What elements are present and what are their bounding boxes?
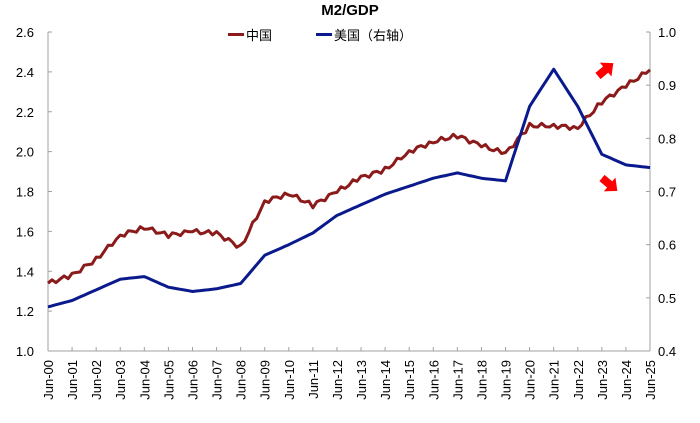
x-axis-tick-label: Jun-23 <box>595 360 610 400</box>
x-axis-tick-label: Jun-05 <box>161 360 176 400</box>
x-axis-tick-label: Jun-19 <box>499 360 514 400</box>
x-axis-tick-label: Jun-13 <box>354 360 369 400</box>
x-axis-tick-label: Jun-02 <box>89 360 104 400</box>
left-axis-tick-label: 1.4 <box>16 264 34 279</box>
x-axis-tick-label: Jun-00 <box>41 360 56 400</box>
x-axis-tick-label: Jun-22 <box>571 360 586 400</box>
x-axis-tick-label: Jun-16 <box>426 360 441 400</box>
right-axis-tick-label: 0.4 <box>658 344 676 359</box>
x-axis-tick-label: Jun-06 <box>185 360 200 400</box>
legend-label-china: 中国 <box>246 28 273 43</box>
right-axis-tick-label: 0.9 <box>658 78 676 93</box>
chart-title: M2/GDP <box>321 2 379 19</box>
arrow-up-right-icon <box>595 62 614 80</box>
x-axis-tick-label: Jun-20 <box>523 360 538 400</box>
x-axis-tick-label: Jun-15 <box>402 360 417 400</box>
x-axis-tick-label: Jun-04 <box>137 360 152 400</box>
left-axis-tick-label: 1.0 <box>16 344 34 359</box>
axes: 1.0 1.2 1.4 1.6 1.8 2.0 2.2 2.4 2.6 0.4 0.5 0.6 0.7 0… <box>16 25 676 400</box>
right-axis-tick-label: 0.8 <box>658 131 676 146</box>
data-lines <box>47 67 651 309</box>
x-axis-tick-label: Jun-14 <box>378 360 393 400</box>
left-axis-tick-label: 2.0 <box>16 145 34 160</box>
x-axis-tick-label: Jun-24 <box>619 360 634 400</box>
x-axis-tick-label: Jun-01 <box>65 360 80 400</box>
right-axis-tick-label: 0.7 <box>658 185 676 200</box>
x-axis-tick-label: Jun-03 <box>113 360 128 400</box>
x-axis-tick-label: Jun-18 <box>474 360 489 400</box>
x-axis-tick-label: Jun-17 <box>450 360 465 400</box>
x-axis-tick-label: Jun-25 <box>643 360 658 400</box>
left-axis-tick-label: 2.2 <box>16 105 34 120</box>
legend-label-us: 美国（右轴） <box>334 28 413 43</box>
x-axis-tick-label: Jun-10 <box>282 360 297 400</box>
x-axis-tick-label: Jun-08 <box>234 360 249 400</box>
legend-item-china: 中国 <box>228 25 272 44</box>
x-axis-tick-label: Jun-09 <box>258 360 273 400</box>
x-axis-tick-label: Jun-07 <box>210 360 225 400</box>
right-axis-tick-label: 1.0 <box>658 25 676 40</box>
legend-item-us: 美国（右轴） <box>316 25 412 44</box>
left-axis-tick-label: 2.6 <box>16 25 34 40</box>
left-axis-tick-label: 1.2 <box>16 304 34 319</box>
series-line-china <box>47 68 651 285</box>
x-axis-tick-label: Jun-12 <box>330 360 345 400</box>
legend: 中国 美国（右轴） <box>228 25 412 44</box>
left-axis-tick-label: 1.6 <box>16 224 34 239</box>
x-axis-tick-label: Jun-11 <box>306 360 321 399</box>
right-axis-tick-label: 0.5 <box>658 291 676 306</box>
annotation-arrows <box>595 62 618 192</box>
right-axis-tick-label: 0.6 <box>658 238 676 253</box>
legend-swatch-us <box>316 33 333 36</box>
arrow-down-right-icon <box>599 174 618 192</box>
series-line-us <box>47 67 651 309</box>
left-axis-tick-label: 1.8 <box>16 185 34 200</box>
left-axis-tick-label: 2.4 <box>16 65 34 80</box>
x-axis-tick-label: Jun-21 <box>547 360 562 400</box>
legend-swatch-china <box>228 33 244 36</box>
